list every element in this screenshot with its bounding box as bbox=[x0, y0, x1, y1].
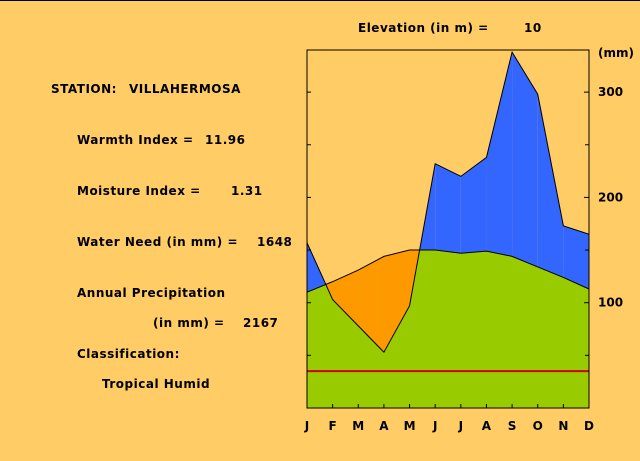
x-tick-label: F bbox=[329, 419, 337, 433]
y-tick-label: 100 bbox=[598, 296, 623, 310]
surplus-area bbox=[486, 52, 513, 257]
x-tick-label: A bbox=[482, 419, 492, 433]
evapotranspiration-line bbox=[306, 249, 590, 293]
x-tick-label: J bbox=[432, 419, 437, 433]
warmth-index-value: 11.96 bbox=[205, 133, 246, 147]
annual-precip-unit-label: (in mm) = bbox=[153, 316, 225, 330]
x-tick-label: D bbox=[584, 419, 594, 433]
classification-label: Classification: bbox=[77, 347, 180, 361]
deficit-area bbox=[358, 256, 384, 353]
top-border bbox=[0, 0, 640, 1]
x-tick-label: M bbox=[404, 419, 416, 433]
classification-value: Tropical Humid bbox=[102, 377, 211, 391]
moisture-index-value: 1.31 bbox=[231, 184, 263, 198]
moisture-index-label: Moisture Index = bbox=[77, 184, 201, 198]
station-label: STATION: bbox=[51, 82, 117, 96]
surplus-area bbox=[563, 225, 589, 290]
x-tick-label: J bbox=[458, 419, 463, 433]
surplus-area bbox=[307, 242, 326, 293]
x-tick-label: S bbox=[508, 419, 517, 433]
surplus-area bbox=[460, 157, 487, 254]
elevation-label: Elevation (in m) = bbox=[358, 21, 489, 35]
deficit-area bbox=[332, 270, 359, 326]
precipitation-line bbox=[306, 50, 590, 354]
x-tick-label: M bbox=[352, 419, 364, 433]
elevation-value: 10 bbox=[524, 21, 542, 35]
y-tick-label: 300 bbox=[598, 85, 623, 99]
surplus-area bbox=[435, 163, 461, 254]
surplus-area bbox=[537, 94, 564, 278]
deficit-area bbox=[383, 250, 410, 353]
x-tick-label: A bbox=[379, 419, 389, 433]
plot-frame bbox=[306, 49, 590, 409]
surplus-area bbox=[512, 52, 538, 267]
annual-precip-label: Annual Precipitation bbox=[77, 286, 226, 300]
y-tick-label: 200 bbox=[598, 190, 623, 204]
x-tick-label: J bbox=[304, 419, 309, 433]
water-need-value: 1648 bbox=[257, 235, 293, 249]
water-need-label: Water Need (in mm) = bbox=[77, 235, 239, 249]
annual-precip-value: 2167 bbox=[243, 316, 279, 330]
x-tick-label: O bbox=[533, 419, 543, 433]
y-axis-label: (mm) bbox=[598, 46, 634, 60]
warmth-index-label: Warmth Index = bbox=[77, 133, 194, 147]
x-tick-label: N bbox=[558, 419, 568, 433]
station-name: VILLAHERMOSA bbox=[129, 82, 241, 96]
